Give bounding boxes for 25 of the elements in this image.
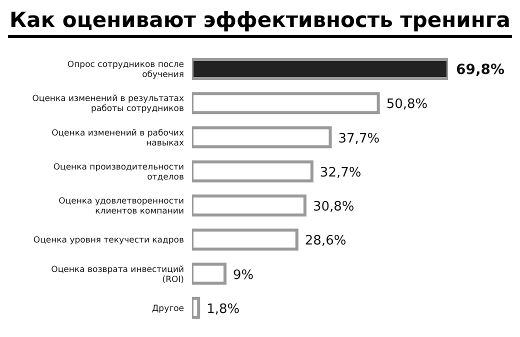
y-tick-label: Оценка уровня текучести кадров — [33, 236, 184, 246]
bar — [192, 126, 332, 148]
data-label: 9% — [233, 268, 254, 283]
data-label: 37,7% — [338, 131, 380, 146]
y-tick-label: Другое — [152, 304, 184, 314]
bar — [192, 296, 200, 319]
y-tick-label: Оценка производительности отделов — [53, 162, 184, 182]
y-tick-label: Оценка возврата инвестиций (ROI) — [51, 264, 184, 285]
bar — [192, 160, 314, 182]
y-tick-label: Опрос сотрудников после обучения — [67, 60, 184, 80]
data-label: 28,6% — [304, 234, 346, 249]
bar — [192, 194, 306, 217]
data-label: 32,7% — [320, 165, 362, 180]
y-tick-label: Оценка изменений в результатах работы сотрудников — [32, 94, 184, 114]
bar — [192, 228, 298, 251]
data-label: 30,8% — [312, 200, 354, 215]
y-tick-label: Оценка изменений в рабочих навыках — [52, 128, 184, 148]
bar — [192, 58, 448, 80]
y-tick-label: Оценка удовлетворенности клиентов компании — [58, 196, 184, 217]
data-label: 50,8% — [386, 97, 428, 112]
data-label: 1,8% — [206, 302, 240, 317]
bar — [192, 262, 227, 285]
data-label: 69,8% — [456, 62, 505, 78]
chart-title: Как оценивают эффективность тренинга — [8, 8, 512, 38]
bar — [192, 92, 380, 114]
